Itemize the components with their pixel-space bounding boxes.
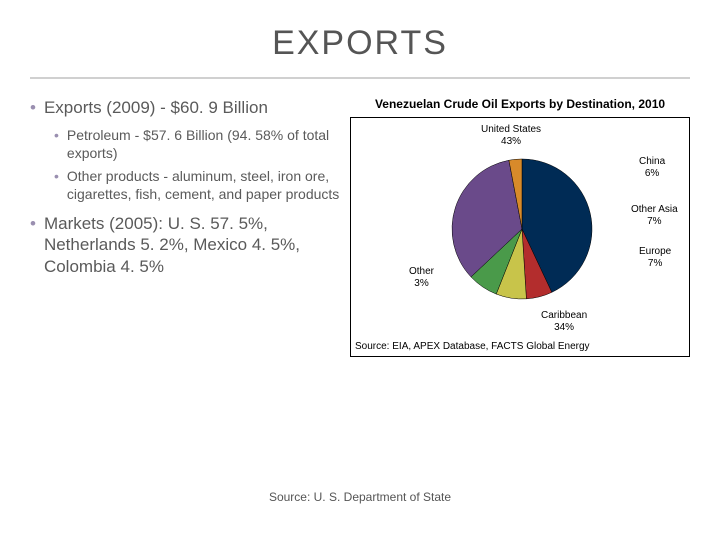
pie-svg	[447, 154, 597, 304]
bullet-dot-icon: •	[30, 97, 36, 118]
pie-label: Other3%	[409, 266, 434, 290]
bullet-petroleum: • Petroleum - $57. 6 Billion (94. 58% of…	[54, 126, 350, 162]
content-area: • Exports (2009) - $60. 9 Billion • Petr…	[0, 79, 720, 357]
slide-title: EXPORTS	[0, 0, 720, 63]
bullet-dot-icon: •	[30, 213, 36, 277]
chart-source: Source: EIA, APEX Database, FACTS Global…	[355, 341, 590, 352]
right-column: Venezuelan Crude Oil Exports by Destinat…	[350, 97, 690, 357]
bullet-other-products: • Other products - aluminum, steel, iron…	[54, 167, 350, 203]
bullet-exports: • Exports (2009) - $60. 9 Billion	[30, 97, 350, 118]
pie-label: China6%	[639, 156, 665, 180]
bullet-text: Petroleum - $57. 6 Billion (94. 58% of t…	[67, 126, 350, 162]
left-column: • Exports (2009) - $60. 9 Billion • Petr…	[30, 97, 350, 357]
bullet-text: Other products - aluminum, steel, iron o…	[67, 167, 350, 203]
pie-label: Caribbean34%	[541, 310, 587, 334]
bullet-markets: • Markets (2005): U. S. 57. 5%, Netherla…	[30, 213, 350, 277]
pie-label: Other Asia7%	[631, 204, 678, 228]
bullet-text: Markets (2005): U. S. 57. 5%, Netherland…	[44, 213, 350, 277]
footer-source: Source: U. S. Department of State	[0, 490, 720, 504]
chart-title: Venezuelan Crude Oil Exports by Destinat…	[350, 97, 690, 111]
pie-label: Europe7%	[639, 246, 671, 270]
pie-label: United States43%	[481, 124, 541, 148]
pie-chart: United States43% China6% Other Asia7% Europ…	[350, 117, 690, 357]
bullet-dot-icon: •	[54, 126, 59, 162]
bullet-text: Exports (2009) - $60. 9 Billion	[44, 97, 268, 118]
bullet-dot-icon: •	[54, 167, 59, 203]
